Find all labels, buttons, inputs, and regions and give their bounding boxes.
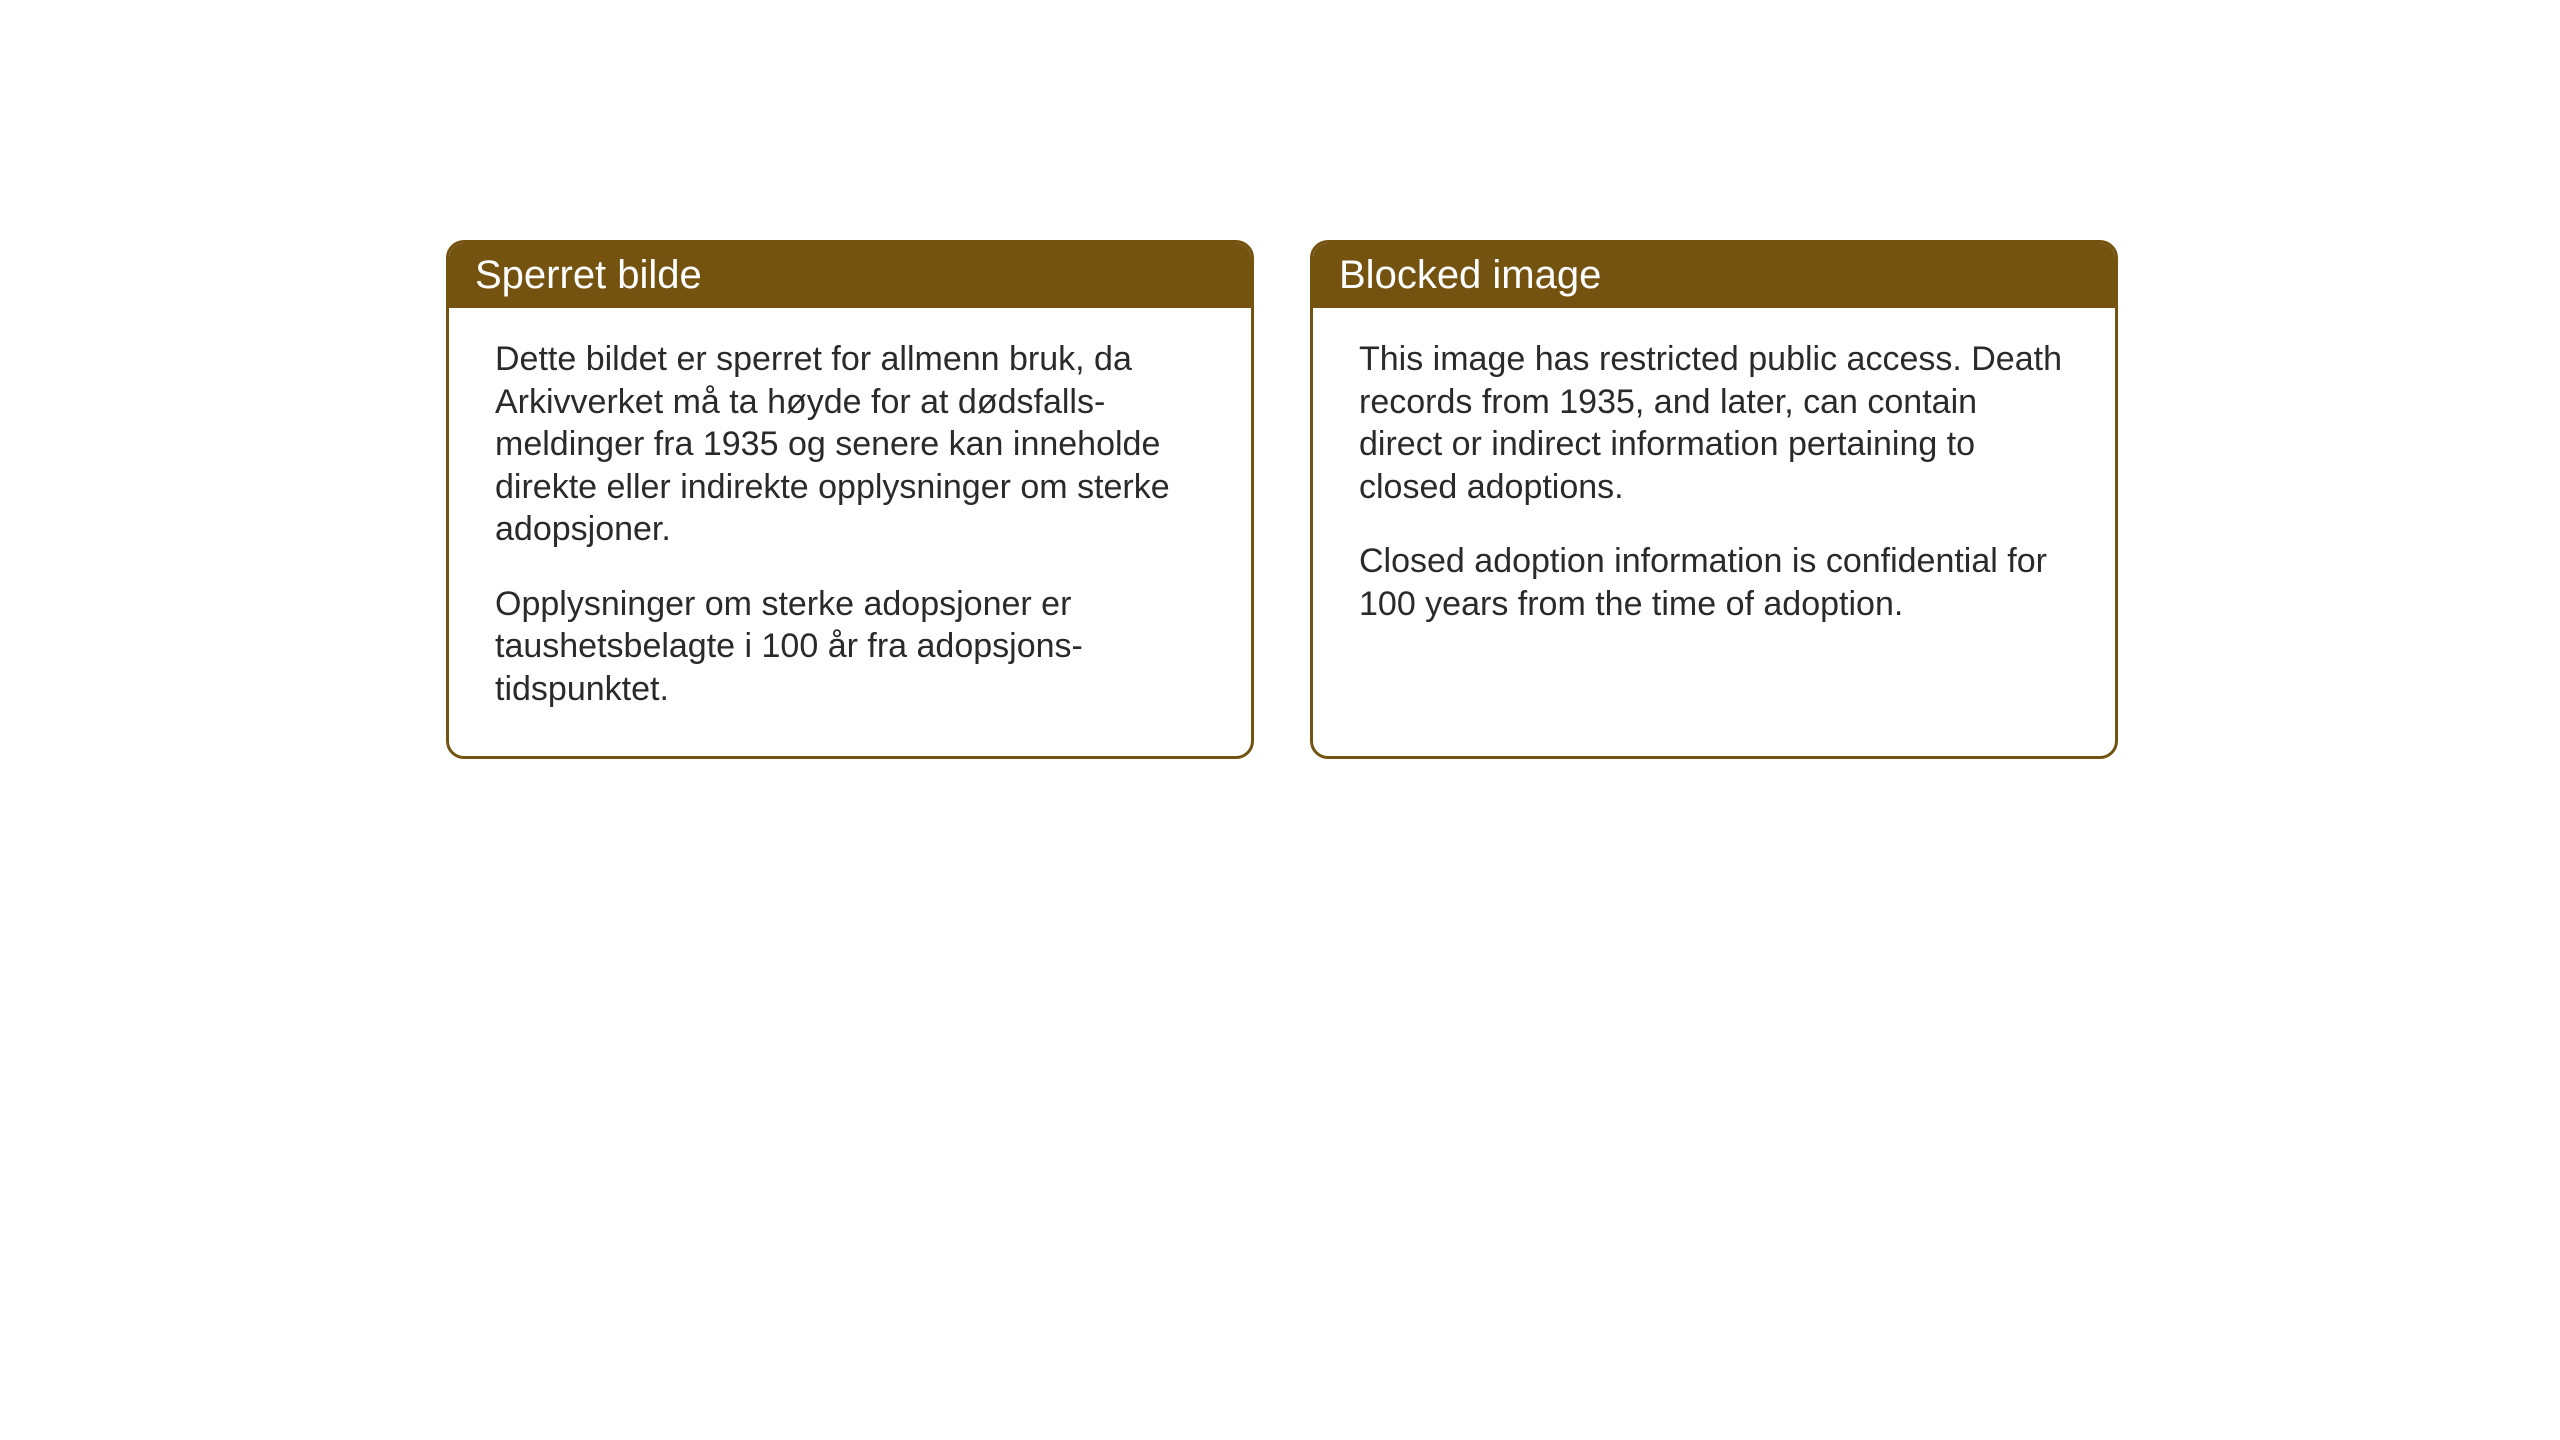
norwegian-card-title: Sperret bilde xyxy=(475,253,702,297)
english-paragraph-2: Closed adoption information is confident… xyxy=(1359,540,2069,625)
norwegian-paragraph-1: Dette bildet er sperret for allmenn bruk… xyxy=(495,338,1205,551)
english-paragraph-1: This image has restricted public access.… xyxy=(1359,338,2069,508)
norwegian-paragraph-2: Opplysninger om sterke adopsjoner er tau… xyxy=(495,583,1205,711)
notice-cards-container: Sperret bilde Dette bildet er sperret fo… xyxy=(446,240,2560,759)
norwegian-notice-card: Sperret bilde Dette bildet er sperret fo… xyxy=(446,240,1254,759)
english-card-body: This image has restricted public access.… xyxy=(1313,308,2115,671)
english-card-title: Blocked image xyxy=(1339,253,1601,297)
english-card-header: Blocked image xyxy=(1313,243,2115,308)
english-notice-card: Blocked image This image has restricted … xyxy=(1310,240,2118,759)
norwegian-card-body: Dette bildet er sperret for allmenn bruk… xyxy=(449,308,1251,756)
norwegian-card-header: Sperret bilde xyxy=(449,243,1251,308)
